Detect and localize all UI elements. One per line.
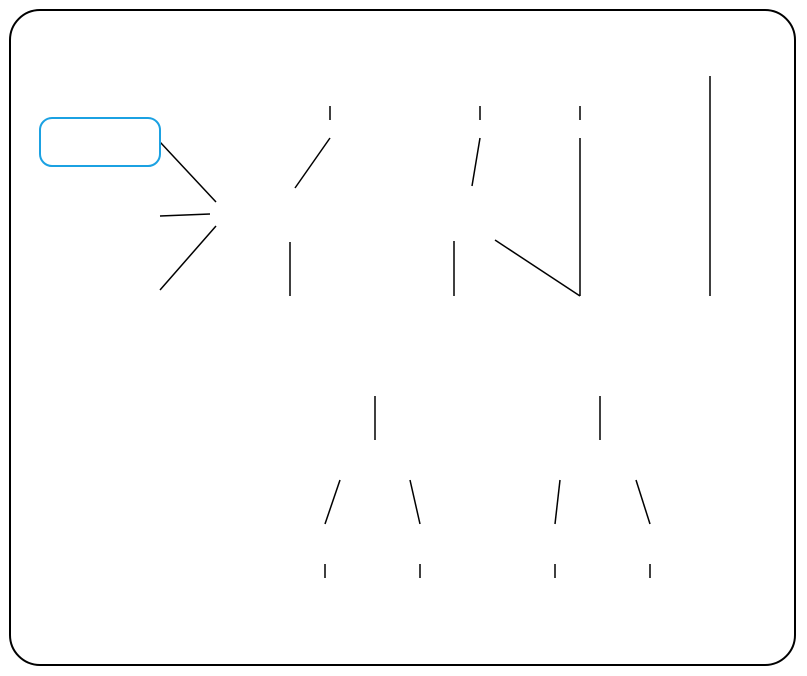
network-virtualization-diagram [0, 0, 807, 676]
edge-vnic-pg-0 [295, 138, 330, 188]
edge-left-pg-2 [160, 226, 216, 290]
edge-left-pg-1 [160, 214, 210, 216]
edge-vnic-pg-1 [472, 138, 480, 186]
edge-uplink-eth-0 [325, 480, 340, 524]
outer-frame [10, 10, 795, 665]
edge-pg-vsp-2 [495, 240, 580, 296]
edge-uplink-eth-3 [636, 480, 650, 524]
edge-uplink-eth-2 [555, 480, 560, 524]
edge-uplink-eth-1 [410, 480, 420, 524]
edge-left-pg-0 [160, 142, 216, 202]
policy-box-qos [40, 118, 160, 166]
